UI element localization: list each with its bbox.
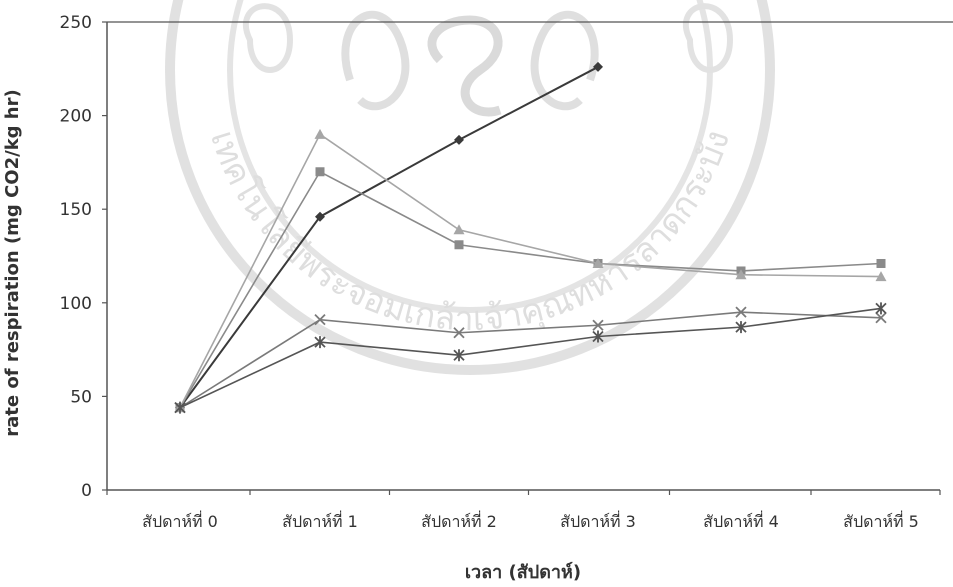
x-tick-label: สัปดาห์ที่ 3 <box>560 510 636 531</box>
data-point-star <box>735 321 747 334</box>
data-point-star <box>453 349 465 362</box>
data-point-x <box>875 312 887 324</box>
x-tick-label: สัปดาห์ที่ 1 <box>282 510 358 531</box>
data-point-star <box>174 401 186 414</box>
x-axis: สัปดาห์ที่ 0 สัปดาห์ที่ 1 สัปดาห์ที่ 2 สัปด… <box>106 489 941 531</box>
data-point-triangle <box>592 257 604 268</box>
data-point-x <box>735 306 747 318</box>
x-tick-label: สัปดาห์ที่ 4 <box>703 510 779 531</box>
series-layer <box>174 61 887 414</box>
data-point-triangle <box>875 271 887 282</box>
y-tick-label: 250 <box>60 13 92 33</box>
y-axis-title: rate of respiration (mg CO2/kg hr) <box>2 89 23 436</box>
x-tick-label: สัปดาห์ที่ 5 <box>843 510 919 531</box>
data-point-star <box>592 330 604 343</box>
series-line <box>179 66 599 409</box>
series-line <box>179 170 882 409</box>
x-axis-title: เวลา (สัปดาห์) <box>465 561 581 583</box>
data-point-triangle <box>314 128 326 139</box>
watermark-seal: เทคโนโลยีพระจอมเกล้าเจ้าคุณทหารลาดกระบัง <box>165 0 775 375</box>
data-point-diamond <box>315 211 325 222</box>
series-line <box>179 307 882 409</box>
x-tick-label: สัปดาห์ที่ 2 <box>421 510 497 531</box>
data-point-x <box>453 327 465 339</box>
data-point-x <box>592 319 604 331</box>
data-point-square <box>876 258 886 268</box>
data-point-star <box>875 302 887 315</box>
series-line <box>179 133 882 408</box>
data-point-square <box>454 240 464 250</box>
data-point-triangle <box>735 269 747 280</box>
series-square <box>175 167 886 413</box>
y-tick-label: 100 <box>60 294 92 314</box>
data-point-square <box>315 167 325 177</box>
data-point-x <box>314 314 326 326</box>
series-line <box>179 311 882 409</box>
x-tick-label: สัปดาห์ที่ 0 <box>142 510 218 531</box>
y-tick-label: 200 <box>60 107 92 127</box>
y-axis: 0 50 100 150 200 250 <box>60 13 108 501</box>
data-point-triangle <box>453 224 465 235</box>
y-tick-label: 50 <box>70 387 92 407</box>
data-point-star <box>314 336 326 349</box>
data-point-diamond <box>454 134 464 145</box>
series-star <box>174 302 887 414</box>
data-point-diamond <box>593 61 603 72</box>
y-tick-label: 0 <box>81 481 92 501</box>
y-tick-label: 150 <box>60 200 92 220</box>
